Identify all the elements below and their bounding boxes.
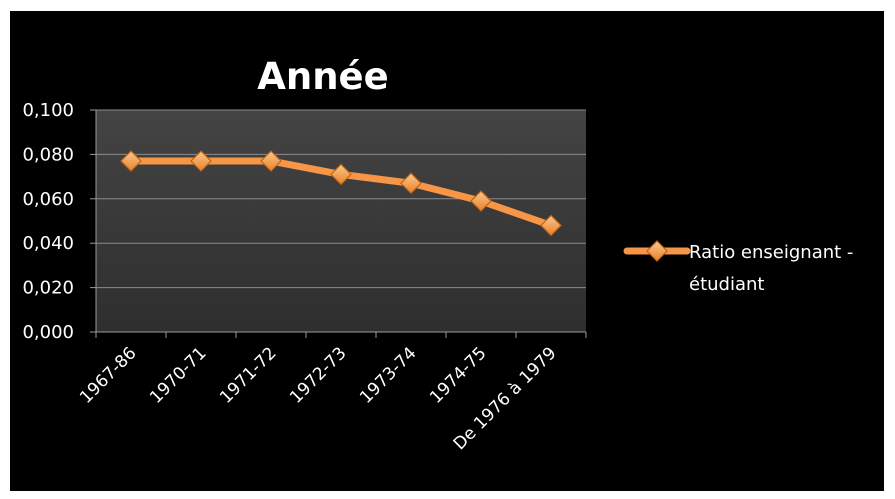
y-tick-label: 0,000 xyxy=(22,322,74,343)
data-point xyxy=(330,163,352,186)
plot-area xyxy=(96,110,586,332)
gridlines xyxy=(96,109,586,289)
x-tick-labels: 1967-86 1970-71 1971-72 1972-73 1973-74 1974-… xyxy=(76,343,560,454)
y-tick-labels: 0,000 0,020 0,040 0,060 0,080 0,100 xyxy=(22,100,74,343)
data-point xyxy=(120,150,142,172)
x-tick-label: 1973-74 xyxy=(356,343,420,407)
y-tick-label: 0,040 xyxy=(22,233,74,254)
data-point xyxy=(260,150,282,172)
legend-label-line-2: étudiant xyxy=(689,274,764,295)
legend-label-line-1: Ratio enseignant - xyxy=(689,242,853,263)
y-tick-label: 0,020 xyxy=(22,278,74,299)
data-point xyxy=(190,150,212,172)
y-tick-label: 0,060 xyxy=(22,189,74,210)
data-point xyxy=(470,190,492,212)
x-tick-label: 1974-75 xyxy=(426,343,490,407)
y-tick-label: 0,080 xyxy=(22,144,74,165)
data-point xyxy=(400,172,422,195)
x-tick-label: 1970-71 xyxy=(146,343,210,407)
legend: Ratio enseignant - étudiant xyxy=(623,240,853,295)
data-point xyxy=(540,214,562,237)
chart-title: Année xyxy=(257,55,389,98)
x-tick-label: 1971-72 xyxy=(216,343,280,407)
x-tick-label: 1972-73 xyxy=(286,343,350,407)
axes xyxy=(90,109,587,338)
y-tick-label: 0,100 xyxy=(22,100,74,121)
legend-marker-swatch xyxy=(646,240,668,262)
x-tick-label: 1967-86 xyxy=(76,343,140,407)
series-group xyxy=(120,150,562,237)
